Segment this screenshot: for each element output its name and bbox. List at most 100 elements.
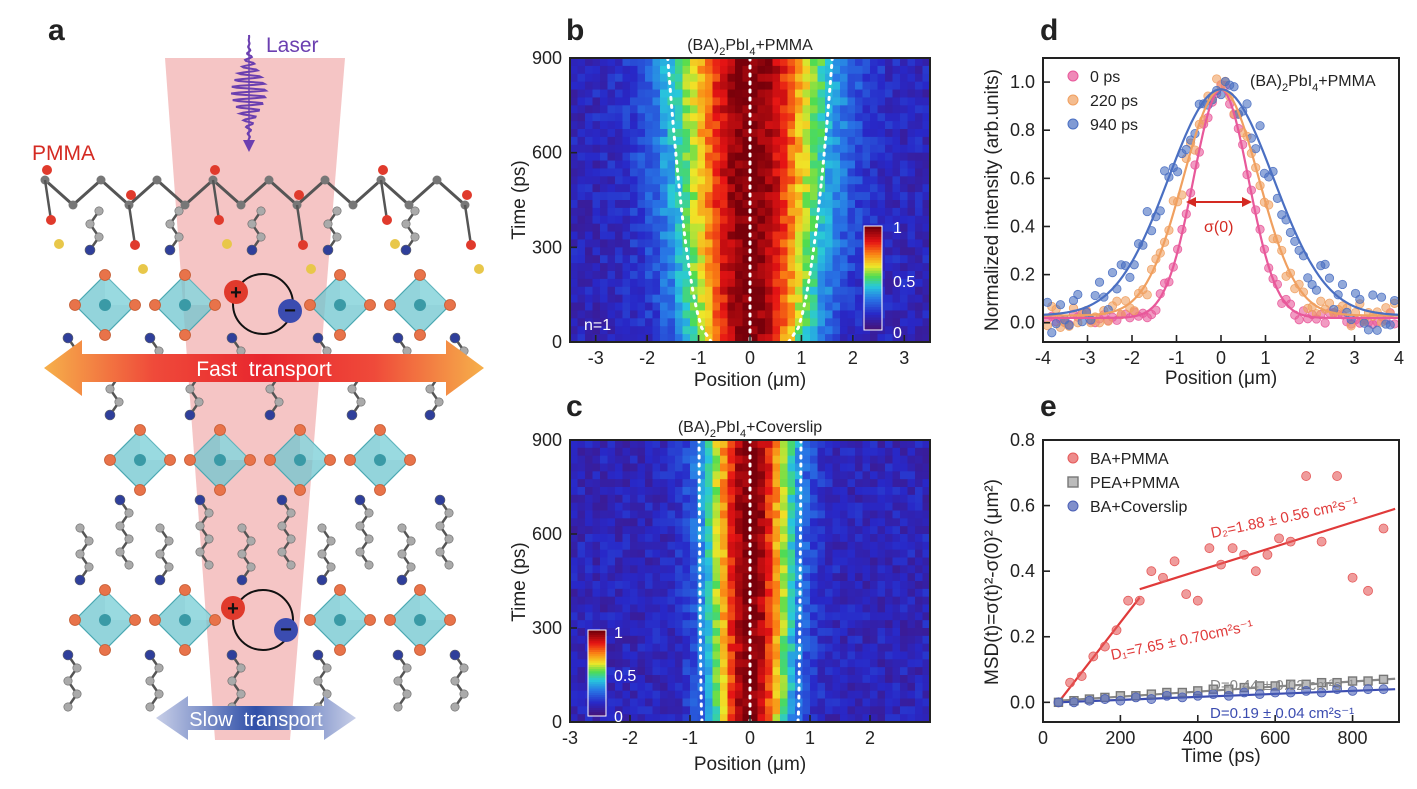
heatmap-cell <box>855 176 864 185</box>
heatmap-cell <box>705 121 714 130</box>
heatmap-cell <box>795 334 804 343</box>
heatmap-cell <box>690 447 699 457</box>
data-point <box>1177 692 1188 703</box>
hydrogen-atom <box>306 264 316 274</box>
heatmap-cell <box>630 318 639 327</box>
heatmap-cell <box>600 231 609 241</box>
heatmap-cell <box>742 239 751 248</box>
carbon-atom <box>435 547 445 557</box>
heatmap-cell <box>585 97 594 106</box>
heatmap-cell <box>600 200 609 209</box>
heatmap-cell <box>862 73 871 83</box>
heatmap-cell <box>667 136 676 146</box>
heatmap-cell <box>615 152 624 162</box>
data-point <box>1130 692 1141 703</box>
heatmap-cell <box>780 207 789 217</box>
heatmap-cell <box>577 286 586 296</box>
heatmap-cell <box>645 136 654 146</box>
heatmap-cell <box>690 81 699 91</box>
heatmap-cell <box>622 447 631 457</box>
heatmap-cell <box>862 440 871 449</box>
heatmap-cell <box>795 97 804 106</box>
carbon-atom <box>105 384 115 394</box>
heatmap-cell <box>600 455 609 465</box>
lead-atom <box>179 614 191 626</box>
heatmap-cell <box>675 318 684 327</box>
heatmap-cell <box>832 89 841 99</box>
iodide-atom <box>244 454 256 466</box>
heatmap-cell <box>675 105 684 114</box>
data-point <box>1161 690 1172 701</box>
heatmap-cell <box>900 231 909 241</box>
heatmap-cell <box>607 263 616 272</box>
octahedron-face <box>140 430 170 460</box>
heatmap-cell <box>630 97 639 106</box>
heatmap-cell <box>840 310 849 319</box>
lead-atom <box>414 614 426 626</box>
heatmap-cell <box>735 271 744 280</box>
heatmap-cell <box>630 168 639 177</box>
heatmap-cell <box>690 73 699 83</box>
octahedron-face <box>105 590 135 620</box>
heatmap-cell <box>607 152 616 162</box>
heatmap-cell <box>652 160 661 170</box>
heatmap-cell <box>900 447 909 457</box>
carbon-atom <box>364 534 374 544</box>
heatmap-cell <box>810 144 819 154</box>
heatmap-cell <box>705 65 714 75</box>
heatmap-cell <box>660 89 669 99</box>
heatmap-cell <box>652 318 661 327</box>
heatmap-cell <box>682 455 691 465</box>
heatmap-cell <box>787 310 796 319</box>
heatmap-cell <box>637 294 646 304</box>
heatmap-cell <box>570 463 579 472</box>
heatmap-cell <box>922 176 931 185</box>
heatmap-cell <box>750 463 759 472</box>
heatmap-cell <box>712 302 721 312</box>
heatmap-cell <box>607 231 616 241</box>
hydrogen-atom <box>222 239 232 249</box>
heatmap-b-colorbar: 1 0.5 0 <box>863 220 915 342</box>
heatmap-cell <box>585 271 594 280</box>
heatmap-cell <box>630 278 639 288</box>
iodide-atom <box>414 644 426 656</box>
heatmap-cell <box>570 97 579 106</box>
heatmap-cell <box>750 271 759 280</box>
iodide-atom <box>209 299 221 311</box>
heatmap-cell <box>652 455 661 465</box>
heatmap-cell <box>922 326 931 335</box>
heatmap-cell <box>742 455 751 465</box>
heatmap-cell <box>622 97 631 106</box>
heatmap-cell <box>712 184 721 193</box>
heatmap-cell <box>735 105 744 114</box>
heatmap-cell <box>675 160 684 170</box>
heatmap-cell <box>637 223 646 233</box>
heatmap-cell <box>750 215 759 225</box>
heatmap-cell <box>810 192 819 201</box>
heatmap-cell <box>742 160 751 170</box>
heatmap-cell <box>675 255 684 264</box>
heatmap-cell <box>892 81 901 91</box>
heatmap-cell <box>600 294 609 304</box>
heatmap-cell <box>825 231 834 241</box>
heatmap-cell <box>817 255 826 264</box>
heatmap-cell <box>690 231 699 241</box>
carbon-atom <box>256 206 266 216</box>
heatmap-cell <box>705 160 714 170</box>
heatmap-cell <box>705 455 714 465</box>
heatmap-cell <box>787 294 796 304</box>
pmma-sidegroup <box>127 204 137 246</box>
heatmap-cell <box>637 263 646 272</box>
heatmap-cell <box>892 168 901 177</box>
heatmap-cell <box>802 200 811 209</box>
x-tick-label: 200 <box>1105 728 1135 748</box>
heatmap-cell <box>667 302 676 312</box>
heatmap-cell <box>637 168 646 177</box>
nitrogen-atom <box>346 409 358 421</box>
heatmap-cell <box>690 278 699 288</box>
heatmap-cell <box>832 286 841 296</box>
heatmap-cell <box>907 152 916 162</box>
heatmap-cell <box>757 231 766 241</box>
heatmap-cell <box>750 247 759 256</box>
heatmap-cell <box>847 97 856 106</box>
